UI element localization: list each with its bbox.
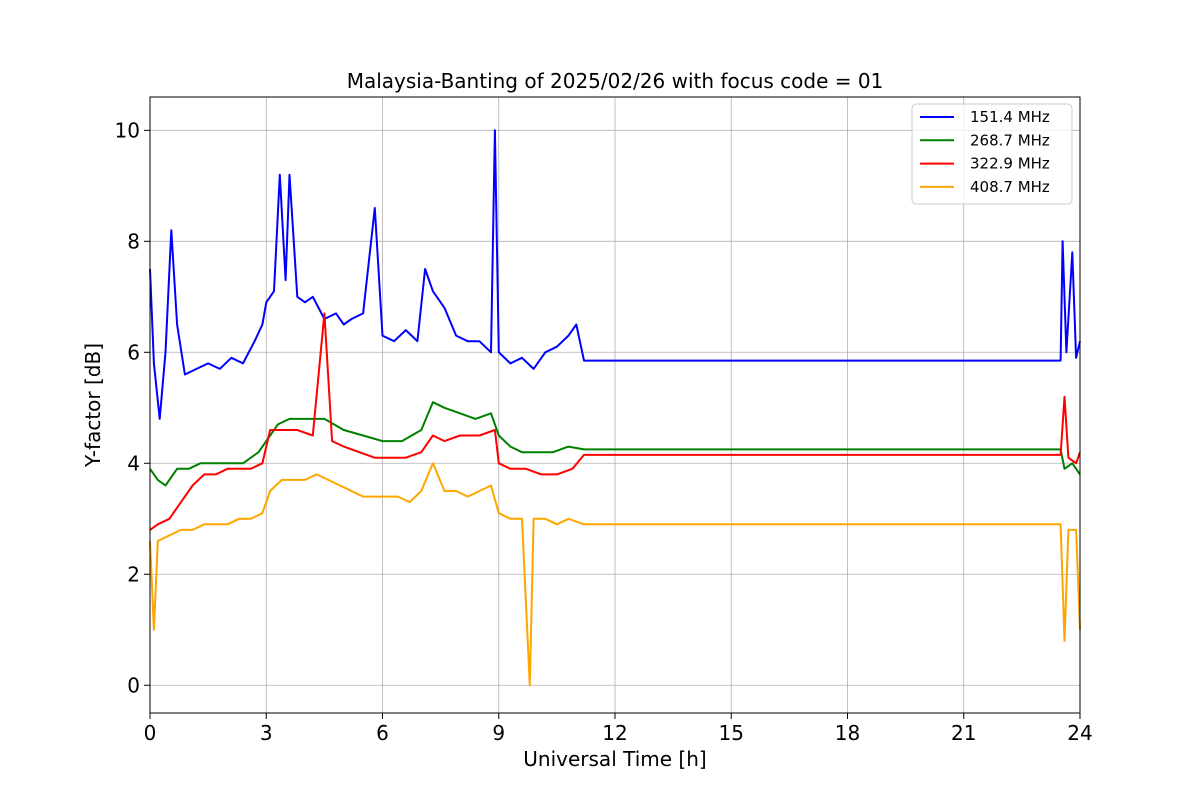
x-tick-label: 18 [835,721,860,745]
series-line [149,129,1081,420]
chart-title: Malaysia-Banting of 2025/02/26 with focu… [347,69,884,93]
legend-label: 322.9 MHz [970,155,1050,173]
y-tick-label: 8 [127,229,140,253]
series-line [149,312,1081,531]
legend: 151.4 MHz 268.7 MHz 322.9 MHz 408.7 MHz [911,103,1073,205]
y-tick-label: 4 [127,451,140,475]
x-tick-label: 24 [1067,721,1092,745]
legend-label: 268.7 MHz [970,131,1050,149]
y-axis-label: Y-factor [dB] [81,343,105,468]
x-tick-label: 0 [144,721,157,745]
legend-label: 408.7 MHz [970,178,1050,196]
x-tick-label: 12 [602,721,627,745]
x-tick-label: 9 [492,721,505,745]
series-line [149,462,1081,687]
y-tick-label: 0 [127,673,140,697]
x-tick-label: 3 [260,721,273,745]
series-layer [149,129,1081,687]
legend-label: 151.4 MHz [970,108,1050,126]
series-line [149,401,1081,487]
x-tick-label: 6 [376,721,389,745]
x-tick-label: 15 [719,721,744,745]
legend-box [911,103,1073,205]
x-axis-label: Universal Time [h] [523,747,706,771]
y-tick-label: 10 [115,118,140,142]
y-tick-label: 2 [127,562,140,586]
x-tick-label: 21 [951,721,976,745]
y-tick-label: 6 [127,340,140,364]
